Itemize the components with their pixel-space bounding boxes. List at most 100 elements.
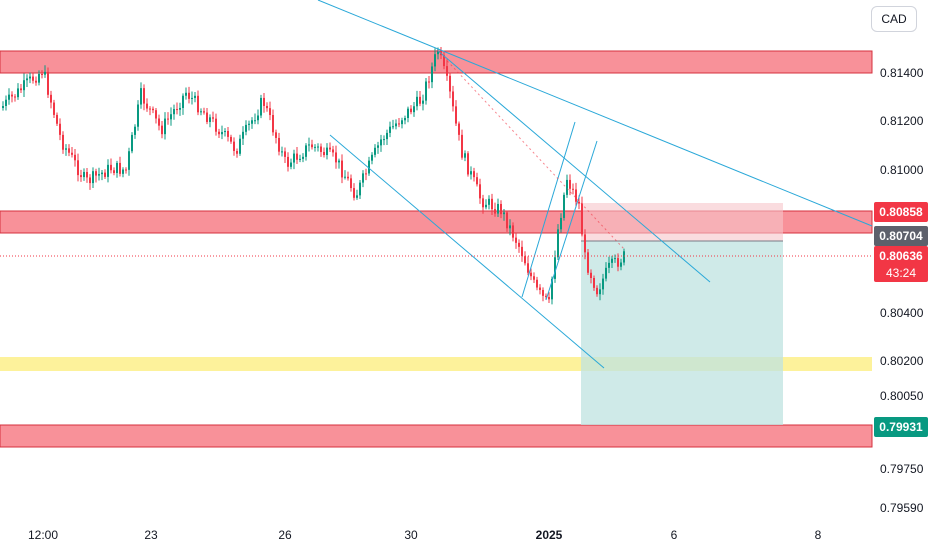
candle (572, 188, 574, 190)
candle (146, 103, 148, 109)
candle (437, 51, 439, 55)
candle (407, 108, 409, 118)
candle (404, 117, 406, 121)
candle (353, 188, 355, 198)
trendline-long-descending (317, 0, 873, 227)
candle (539, 287, 541, 290)
candle (281, 151, 283, 153)
candle (68, 148, 70, 153)
candle (350, 178, 352, 189)
candle (233, 141, 235, 151)
candle (242, 131, 244, 139)
candle (497, 203, 499, 214)
candle (542, 289, 544, 296)
candle (200, 111, 202, 113)
candle (590, 272, 592, 279)
price-tick-label: 0.81400 (880, 66, 924, 80)
candle (164, 118, 166, 135)
candle (83, 171, 85, 178)
candle (491, 198, 493, 210)
candle (59, 123, 61, 135)
candle (47, 71, 49, 95)
price-tick-label: 0.81200 (880, 114, 924, 128)
candle (575, 189, 577, 202)
candle (251, 120, 253, 124)
candle (599, 289, 601, 295)
candle (2, 105, 4, 108)
candle (95, 171, 97, 176)
candle (617, 258, 619, 267)
candle (380, 139, 382, 146)
position-stop-area (581, 203, 783, 241)
support-zone-bottom (0, 424, 873, 448)
candle (611, 258, 613, 263)
candle (569, 179, 571, 189)
candle (329, 147, 331, 150)
currency-badge[interactable]: CAD (871, 6, 917, 32)
candle (581, 203, 583, 235)
candle (467, 153, 469, 175)
candle (431, 66, 433, 83)
candle (293, 153, 295, 163)
candle (101, 172, 103, 175)
candle (593, 278, 595, 288)
candle (368, 160, 370, 174)
candle (257, 115, 259, 121)
price-tick-label: 0.81000 (880, 163, 924, 177)
candle (536, 279, 538, 288)
candle (446, 66, 448, 76)
candle (44, 71, 46, 75)
time-tick-label: 12:00 (28, 528, 58, 542)
candle (191, 97, 193, 99)
candle (428, 81, 430, 83)
candle (551, 278, 553, 300)
candle (464, 153, 466, 158)
candle (230, 136, 232, 142)
candle (179, 107, 181, 110)
candle (155, 110, 157, 119)
candle (479, 184, 481, 199)
candle (239, 138, 241, 154)
candle (398, 123, 400, 125)
price-countdown: 43:24 (886, 266, 916, 280)
candle (152, 108, 154, 111)
candle (299, 158, 301, 160)
position-target-area (581, 241, 783, 425)
candle (134, 126, 136, 135)
candle (50, 94, 52, 103)
candle (605, 267, 607, 279)
candle (215, 118, 217, 132)
candle (170, 114, 172, 120)
candle (149, 108, 151, 110)
candle (509, 225, 511, 229)
candle (422, 100, 424, 104)
candle (473, 171, 475, 178)
candle (278, 137, 280, 152)
time-tick-label: 2025 (536, 528, 563, 542)
candle (584, 234, 586, 253)
candle (74, 154, 76, 161)
candle (623, 251, 625, 263)
candle (62, 134, 64, 150)
candle (461, 134, 463, 158)
candle (620, 262, 622, 267)
price-label: 0.79931 (879, 420, 923, 434)
candle (308, 144, 310, 146)
candle (38, 73, 40, 83)
candle (167, 118, 169, 120)
candle (356, 195, 358, 198)
time-tick-label: 23 (144, 528, 158, 542)
candle (533, 276, 535, 280)
candle (173, 109, 175, 115)
candle (203, 111, 205, 113)
price-label-bg (874, 202, 928, 222)
time-tick-label: 8 (815, 528, 822, 542)
candle (311, 144, 313, 148)
candle (77, 160, 79, 176)
candle (248, 123, 250, 125)
time-tick-label: 6 (671, 528, 678, 542)
trendline-flag-left (521, 121, 576, 298)
candle (302, 156, 304, 159)
candle (332, 149, 334, 153)
